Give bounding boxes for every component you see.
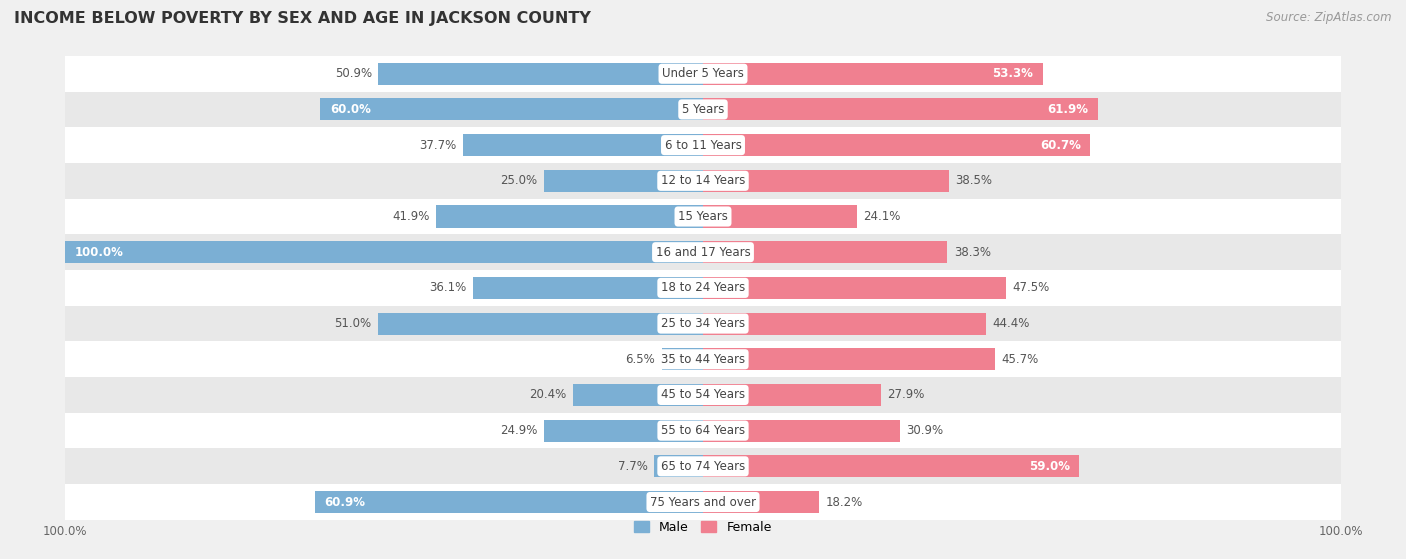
- Text: 7.7%: 7.7%: [617, 460, 648, 473]
- Bar: [65, 92, 1341, 127]
- Text: 30.9%: 30.9%: [907, 424, 943, 437]
- Bar: [378, 63, 703, 85]
- Bar: [65, 56, 1341, 92]
- Text: 12 to 14 Years: 12 to 14 Years: [661, 174, 745, 187]
- Text: 60.7%: 60.7%: [1040, 139, 1081, 151]
- Text: Source: ZipAtlas.com: Source: ZipAtlas.com: [1267, 11, 1392, 24]
- Bar: [65, 342, 1341, 377]
- Bar: [65, 377, 1341, 413]
- Text: 18.2%: 18.2%: [825, 495, 863, 509]
- Bar: [65, 234, 1341, 270]
- Bar: [321, 98, 703, 121]
- Bar: [378, 312, 703, 335]
- Text: 53.3%: 53.3%: [993, 67, 1033, 80]
- Text: 45 to 54 Years: 45 to 54 Years: [661, 389, 745, 401]
- Text: 50.9%: 50.9%: [335, 67, 373, 80]
- Bar: [572, 384, 703, 406]
- Text: 18 to 24 Years: 18 to 24 Years: [661, 281, 745, 295]
- Text: 75 Years and over: 75 Years and over: [650, 495, 756, 509]
- Text: 61.9%: 61.9%: [1047, 103, 1088, 116]
- Text: 45.7%: 45.7%: [1001, 353, 1038, 366]
- Bar: [703, 277, 1007, 299]
- Text: 44.4%: 44.4%: [993, 317, 1031, 330]
- Bar: [65, 270, 1341, 306]
- Bar: [703, 63, 1043, 85]
- Text: 38.3%: 38.3%: [953, 246, 991, 259]
- Text: 6.5%: 6.5%: [626, 353, 655, 366]
- Bar: [662, 348, 703, 370]
- Bar: [703, 206, 856, 228]
- Text: 27.9%: 27.9%: [887, 389, 925, 401]
- Text: 37.7%: 37.7%: [419, 139, 456, 151]
- Bar: [544, 170, 703, 192]
- Text: 51.0%: 51.0%: [335, 317, 371, 330]
- Bar: [436, 206, 703, 228]
- Text: 55 to 64 Years: 55 to 64 Years: [661, 424, 745, 437]
- Text: 38.5%: 38.5%: [955, 174, 993, 187]
- Bar: [65, 484, 1341, 520]
- Bar: [65, 241, 703, 263]
- Bar: [65, 198, 1341, 234]
- Bar: [463, 134, 703, 156]
- Text: 59.0%: 59.0%: [1029, 460, 1070, 473]
- Text: 36.1%: 36.1%: [429, 281, 467, 295]
- Legend: Male, Female: Male, Female: [630, 516, 776, 539]
- Bar: [703, 98, 1098, 121]
- Bar: [654, 455, 703, 477]
- Text: 24.1%: 24.1%: [863, 210, 900, 223]
- Text: 41.9%: 41.9%: [392, 210, 429, 223]
- Text: 20.4%: 20.4%: [529, 389, 567, 401]
- Text: 16 and 17 Years: 16 and 17 Years: [655, 246, 751, 259]
- Bar: [65, 306, 1341, 342]
- Bar: [472, 277, 703, 299]
- Bar: [544, 420, 703, 442]
- Text: INCOME BELOW POVERTY BY SEX AND AGE IN JACKSON COUNTY: INCOME BELOW POVERTY BY SEX AND AGE IN J…: [14, 11, 591, 26]
- Bar: [703, 134, 1090, 156]
- Bar: [703, 312, 986, 335]
- Text: 15 Years: 15 Years: [678, 210, 728, 223]
- Text: 5 Years: 5 Years: [682, 103, 724, 116]
- Text: 60.0%: 60.0%: [330, 103, 371, 116]
- Text: 100.0%: 100.0%: [75, 246, 124, 259]
- Text: 60.9%: 60.9%: [325, 495, 366, 509]
- Bar: [703, 241, 948, 263]
- Bar: [703, 170, 949, 192]
- Bar: [315, 491, 703, 513]
- Bar: [65, 413, 1341, 448]
- Bar: [703, 384, 882, 406]
- Bar: [703, 348, 994, 370]
- Text: 35 to 44 Years: 35 to 44 Years: [661, 353, 745, 366]
- Bar: [65, 127, 1341, 163]
- Bar: [65, 448, 1341, 484]
- Text: 25 to 34 Years: 25 to 34 Years: [661, 317, 745, 330]
- Text: 24.9%: 24.9%: [501, 424, 537, 437]
- Bar: [703, 491, 820, 513]
- Bar: [703, 420, 900, 442]
- Text: 25.0%: 25.0%: [501, 174, 537, 187]
- Text: Under 5 Years: Under 5 Years: [662, 67, 744, 80]
- Text: 6 to 11 Years: 6 to 11 Years: [665, 139, 741, 151]
- Bar: [703, 455, 1080, 477]
- Bar: [65, 163, 1341, 198]
- Text: 65 to 74 Years: 65 to 74 Years: [661, 460, 745, 473]
- Text: 47.5%: 47.5%: [1012, 281, 1050, 295]
